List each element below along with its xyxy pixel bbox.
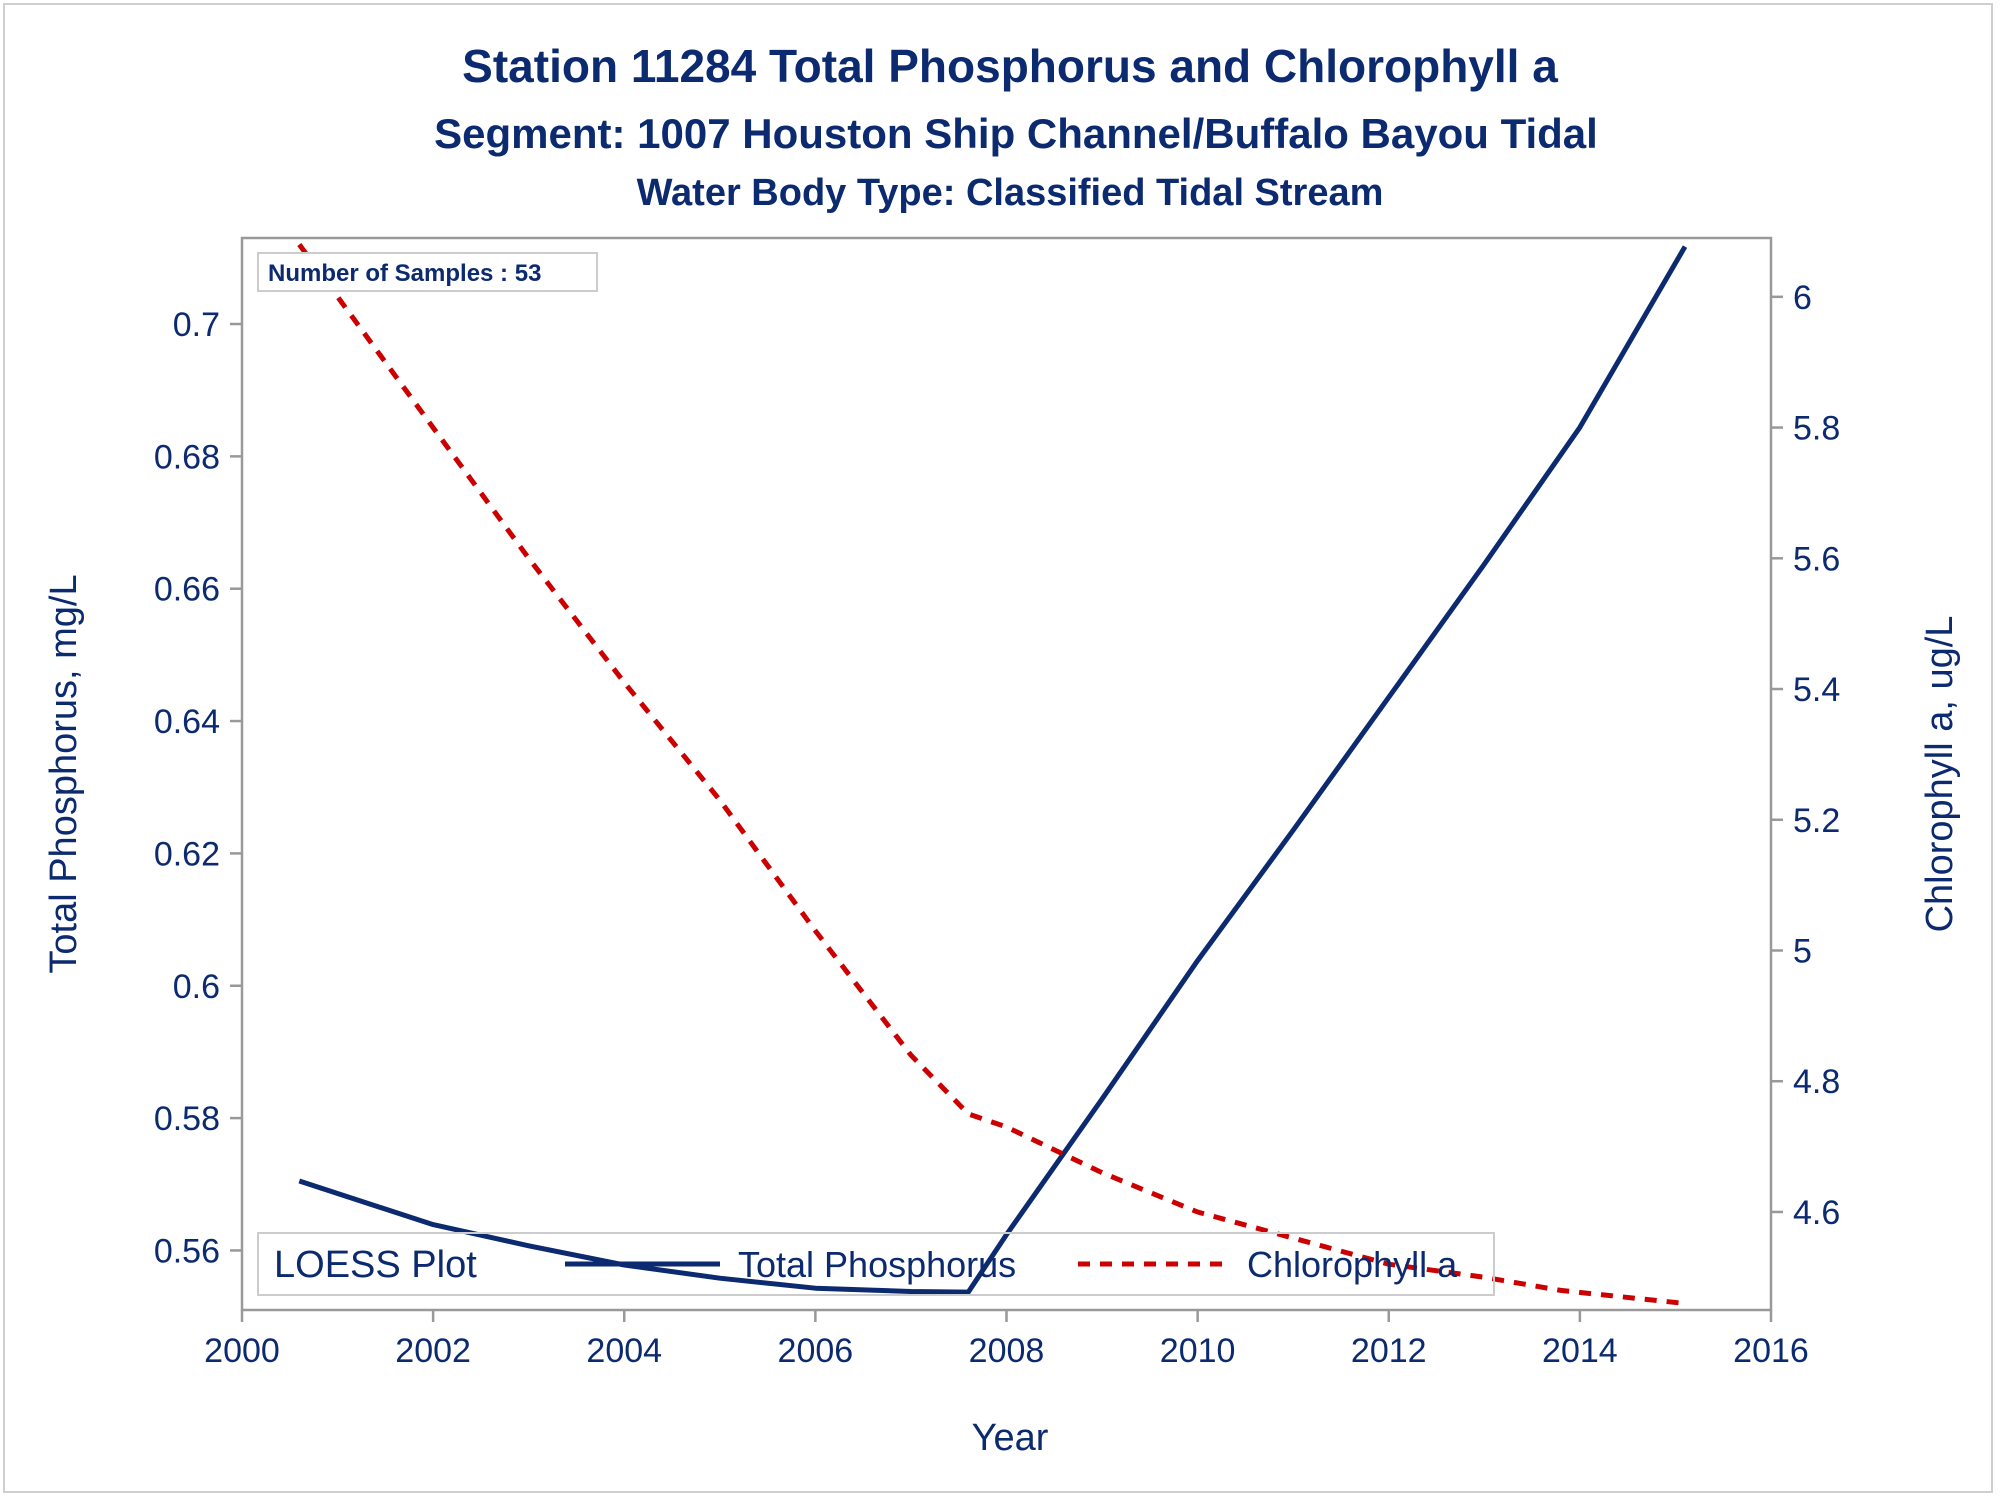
x-tick-label: 2002 [395, 1332, 471, 1370]
chart-subtitle: Segment: 1007 Houston Ship Channel/Buffa… [434, 110, 1598, 157]
series-line-chlorophyll [297, 243, 1686, 1306]
y2-tick-label: 5.2 [1793, 802, 1840, 840]
y2-tick-label: 6 [1793, 279, 1812, 317]
series-layer [297, 243, 1688, 1306]
sample-count-label: Number of Samples : 53 [268, 260, 541, 287]
y-tick-label: 0.68 [154, 438, 220, 476]
y2-tick-label: 5 [1793, 932, 1812, 970]
x-tick-label: 2008 [969, 1332, 1045, 1370]
y-tick-label: 0.6 [173, 968, 220, 1006]
x-tick-label: 2012 [1351, 1332, 1427, 1370]
y-tick-label: 0.62 [154, 835, 220, 873]
sample-count-box [257, 252, 598, 292]
legend-box [257, 1232, 1495, 1296]
y-tick-label: 0.56 [154, 1232, 220, 1270]
y2-tick-label: 5.4 [1793, 671, 1840, 709]
x-axis: 2000 2002 2004 2006 2008 2010 2012 2014 2016 [204, 1310, 1809, 1370]
chart-title: Station 11284 Total Phosphorus and Chlor… [462, 40, 1558, 92]
x-tick-label: 2000 [204, 1332, 280, 1370]
plot-area [240, 236, 1773, 1312]
y-tick-label: 0.66 [154, 571, 220, 609]
y2-tick-label: 4.6 [1793, 1194, 1840, 1232]
y2-axis-label: Chlorophyll a, ug/L [1919, 616, 1961, 933]
y-tick-label: 0.58 [154, 1100, 220, 1138]
x-tick-label: 2014 [1542, 1332, 1618, 1370]
y-axis-label: Total Phosphorus, mg/L [43, 574, 85, 973]
x-tick-label: 2016 [1733, 1332, 1809, 1370]
y-tick-label: 0.7 [173, 306, 220, 344]
y-tick-label: 0.64 [154, 703, 220, 741]
chart-frame [3, 3, 1993, 1493]
y-axis-left: 0.56 0.58 0.6 0.62 0.64 0.66 0.68 0.7 [154, 306, 242, 1270]
legend-label-chlorophyll: Chlorophyll a [1247, 1244, 1458, 1285]
legend-title: LOESS Plot [274, 1244, 477, 1286]
x-axis-label: Year [972, 1417, 1049, 1459]
chart-subtitle-2: Water Body Type: Classified Tidal Stream [637, 172, 1384, 214]
y2-tick-label: 4.8 [1793, 1063, 1840, 1101]
series-line-phosphorus [298, 245, 1688, 1295]
x-tick-label: 2010 [1160, 1332, 1236, 1370]
x-tick-label: 2004 [586, 1332, 662, 1370]
y2-tick-label: 5.8 [1793, 410, 1840, 448]
y2-tick-label: 5.6 [1793, 540, 1840, 578]
x-tick-label: 2006 [778, 1332, 854, 1370]
legend-label-phosphorus: Total Phosphorus [738, 1244, 1016, 1285]
y-axis-right: 4.6 4.8 5 5.2 5.4 5.6 5.8 6 [1771, 279, 1840, 1232]
